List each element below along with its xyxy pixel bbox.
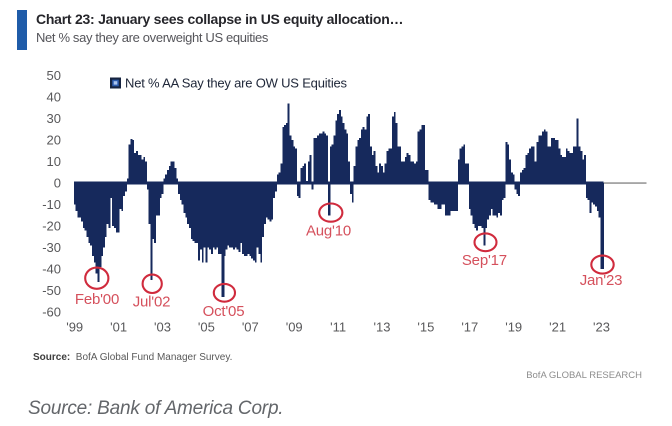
svg-text:-60: -60	[42, 304, 61, 319]
svg-text:-30: -30	[42, 240, 61, 255]
svg-text:'19: '19	[505, 320, 522, 335]
svg-text:Aug'10: Aug'10	[306, 223, 351, 240]
svg-text:40: 40	[47, 89, 61, 104]
svg-text:'17: '17	[461, 320, 478, 335]
svg-text:'11: '11	[330, 320, 346, 335]
svg-text:Sep'17: Sep'17	[462, 252, 507, 269]
svg-text:'99: '99	[66, 320, 83, 335]
svg-text:-10: -10	[42, 197, 61, 212]
svg-text:Feb'00: Feb'00	[75, 291, 119, 308]
svg-text:-40: -40	[42, 261, 61, 276]
svg-text:0: 0	[54, 175, 61, 190]
svg-text:50: 50	[47, 68, 61, 83]
svg-text:-50: -50	[42, 283, 61, 298]
svg-text:10: 10	[47, 154, 61, 169]
svg-text:'01: '01	[110, 320, 127, 335]
svg-text:'05: '05	[198, 320, 215, 335]
svg-text:'15: '15	[417, 320, 434, 335]
svg-text:20: 20	[47, 132, 61, 147]
svg-text:Oct'05: Oct'05	[203, 303, 245, 320]
svg-text:'21: '21	[549, 320, 566, 335]
svg-text:Jul'02: Jul'02	[133, 293, 171, 310]
svg-text:Net % AA Say they are OW US Eq: Net % AA Say they are OW US Equities	[125, 76, 348, 91]
svg-text:'23: '23	[593, 320, 610, 335]
svg-text:30: 30	[47, 111, 61, 126]
svg-text:Jan'23: Jan'23	[580, 272, 623, 289]
svg-text:'13: '13	[374, 320, 391, 335]
svg-text:-20: -20	[42, 218, 61, 233]
svg-text:'07: '07	[242, 320, 259, 335]
svg-text:'03: '03	[154, 320, 171, 335]
svg-text:'09: '09	[286, 320, 303, 335]
